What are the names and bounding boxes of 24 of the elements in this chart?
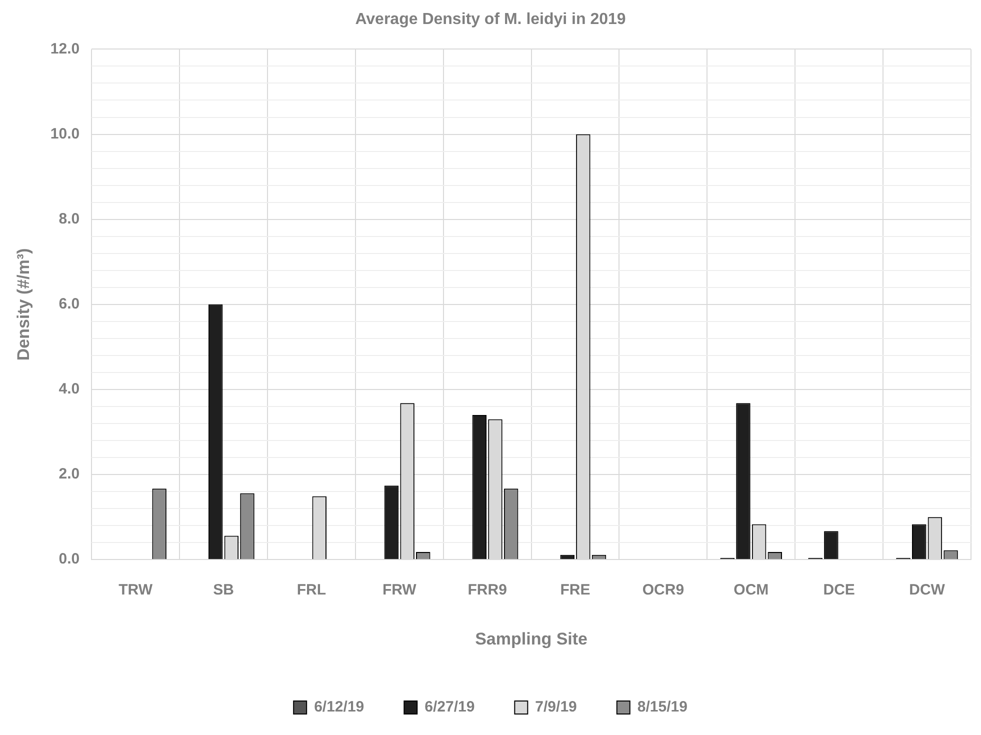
y-tick-label: 12.0 [50,40,80,58]
x-tick-label: OCM [734,582,769,599]
legend-label: 7/9/19 [535,698,577,716]
x-tick-label: TRW [118,582,154,599]
legend-label: 8/15/19 [637,698,688,716]
x-tick-label: FRW [382,582,418,599]
y-tick-label: 6.0 [58,296,80,313]
x-tick-label: FRR9 [468,582,507,599]
x-tick-label: DCE [823,582,855,599]
y-tick-label: 8.0 [58,210,80,228]
x-tick-label: FRL [296,582,326,599]
x-tick-label: OCR9 [642,582,684,599]
y-axis-title: Density (#/m³) [14,248,33,361]
y-tick-label: 2.0 [58,466,80,483]
x-tick-label: FRE [560,582,590,599]
y-tick-label: 0.0 [58,550,80,568]
x-tick-label: DCW [909,582,946,599]
legend-label: 6/27/19 [424,698,475,716]
y-tick-label: 4.0 [58,380,80,398]
y-tick-label: 10.0 [50,125,80,142]
chart-title: Average Density of M. leidyi in 2019 [355,11,626,28]
legend-label: 6/12/19 [314,698,364,716]
x-tick-label: SB [213,582,234,599]
x-axis-title: Sampling Site [475,629,588,648]
